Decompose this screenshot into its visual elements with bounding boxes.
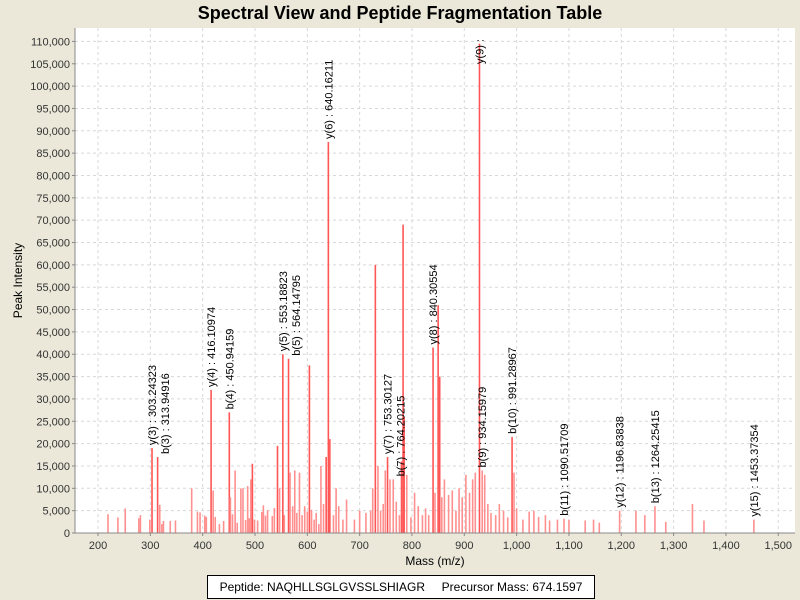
y-tick-label: 90,000 — [36, 126, 70, 138]
x-tick-label: 700 — [350, 540, 368, 552]
peak-annotation: y(7) : 753.30127 — [383, 374, 395, 454]
peak-annotation: y(15) : 1453.37354 — [749, 424, 761, 516]
x-tick-label: 400 — [193, 540, 211, 552]
y-tick-label: 60,000 — [36, 260, 70, 272]
peak-annotation: b(11) : 1090.51709 — [559, 424, 571, 516]
x-tick-label: 600 — [298, 540, 316, 552]
y-tick-label: 55,000 — [36, 282, 70, 294]
y-tick-label: 80,000 — [36, 170, 70, 182]
y-tick-label: 20,000 — [36, 439, 70, 451]
peak-annotation: b(10) : 991.28967 — [507, 347, 519, 434]
peak-annotation: b(4) : 450.94159 — [224, 329, 236, 410]
peak-annotation: b(13) : 1264.25415 — [650, 410, 662, 503]
peak-annotation: b(5) : 564.14795 — [291, 275, 303, 356]
y-tick-label: 110,000 — [31, 36, 70, 48]
chart-title: Spectral View and Peptide Fragmentation … — [197, 3, 603, 23]
y-tick-label: 50,000 — [36, 305, 70, 317]
x-tick-label: 200 — [89, 540, 107, 552]
peak-annotation: y(6) : 640.16211 — [323, 60, 335, 139]
peak-annotation: y(12) : 1196.83838 — [615, 416, 627, 508]
y-tick-label: 95,000 — [36, 103, 70, 115]
y-tick-label: 75,000 — [36, 193, 70, 205]
peak-annotation: b(3) : 313.94916 — [160, 373, 172, 454]
x-tick-label: 1,200 — [608, 540, 636, 552]
y-tick-label: 45,000 — [36, 327, 70, 339]
y-tick-label: 10,000 — [36, 483, 70, 495]
x-tick-label: 500 — [246, 540, 264, 552]
y-tick-label: 100,000 — [30, 81, 70, 93]
y-axis-label: Peak Intensity — [11, 243, 25, 318]
peak-annotation: y(8) : 840.30554 — [428, 264, 440, 344]
peak-annotation: y(9) : — [474, 39, 486, 64]
peptide-legend: Peptide: NAQHLLSGLGVSSLSHIAGR Precursor … — [207, 575, 595, 599]
y-tick-label: 85,000 — [36, 148, 70, 160]
peak-annotation: b(9) : 934.15979 — [477, 387, 489, 468]
x-tick-label: 1,400 — [712, 540, 740, 552]
y-tick-label: 15,000 — [36, 461, 70, 473]
peak-annotation: y(5) : 553.18823 — [278, 271, 290, 351]
x-tick-label: 800 — [403, 540, 421, 552]
y-tick-label: 5,000 — [42, 506, 70, 518]
peak-annotation: y(3) : 303.24323 — [147, 365, 159, 445]
y-tick-label: 0 — [64, 528, 70, 540]
x-tick-label: 1,300 — [660, 540, 688, 552]
peak-annotation: b(7) : 764.20215 — [396, 396, 408, 477]
x-tick-label: 1,100 — [555, 540, 583, 552]
y-tick-label: 25,000 — [36, 416, 70, 428]
y-tick-label: 105,000 — [30, 59, 70, 71]
y-tick-label: 30,000 — [36, 394, 70, 406]
y-tick-label: 35,000 — [36, 372, 70, 384]
x-axis-label: Mass (m/z) — [405, 554, 464, 568]
y-tick-label: 65,000 — [36, 238, 70, 250]
plot-area — [75, 28, 795, 533]
y-tick-label: 70,000 — [36, 215, 70, 227]
x-tick-label: 900 — [455, 540, 473, 552]
y-tick-label: 40,000 — [36, 349, 70, 361]
x-tick-label: 300 — [141, 540, 159, 552]
x-tick-label: 1,500 — [764, 540, 792, 552]
peak-annotation: y(4) : 416.10974 — [206, 307, 218, 387]
x-tick-label: 1,000 — [503, 540, 531, 552]
